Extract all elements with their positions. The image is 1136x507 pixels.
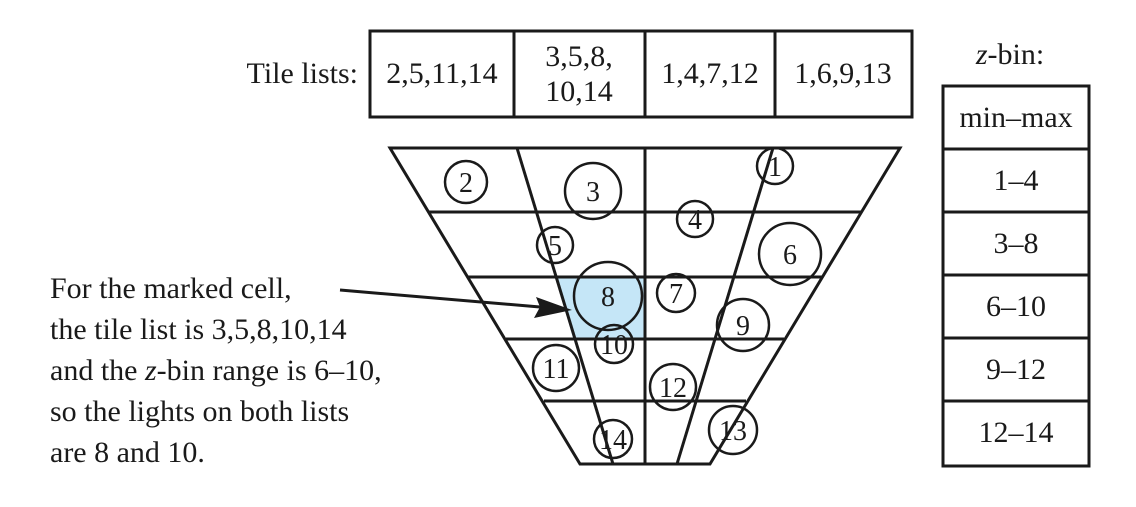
light-11-circle bbox=[531, 343, 581, 393]
light-3-circle bbox=[563, 161, 623, 221]
light-3-label: 3 bbox=[586, 177, 600, 208]
tile-boundary-line bbox=[515, 147, 615, 465]
annotation-line-4: so the lights on both lists bbox=[50, 395, 349, 428]
light-12-label: 12 bbox=[659, 373, 687, 404]
light-9-circle bbox=[715, 297, 771, 353]
light-8-label: 8 bbox=[601, 282, 615, 313]
annotation-text: For the marked cell, the tile list is 3,… bbox=[50, 272, 382, 469]
tile-lists-box bbox=[368, 29, 914, 119]
light-10-label: 10 bbox=[600, 330, 628, 361]
light-11-label: 11 bbox=[543, 354, 570, 385]
light-5-label: 5 bbox=[548, 231, 562, 262]
zbin-range-2: 3–8 bbox=[994, 227, 1039, 260]
light-13-label: 13 bbox=[719, 416, 747, 447]
light-4-label: 4 bbox=[688, 205, 702, 236]
annotation-line-2: the tile list is 3,5,8,10,14 bbox=[50, 313, 347, 346]
arrow-head bbox=[534, 297, 572, 318]
zbin-label: z-bin: bbox=[975, 38, 1044, 71]
light-8-circle bbox=[572, 260, 644, 332]
frustum-outline bbox=[387, 146, 903, 466]
light-7-label: 7 bbox=[669, 279, 683, 310]
light-5-circle bbox=[535, 225, 575, 265]
light-4-circle bbox=[675, 199, 715, 239]
light-6-circle bbox=[757, 221, 823, 287]
light-2-label: 2 bbox=[459, 168, 473, 199]
marked-cell-highlight bbox=[557, 277, 645, 339]
light-6-label: 6 bbox=[783, 240, 797, 271]
annotation-arrow bbox=[339, 288, 572, 318]
light-14-label: 14 bbox=[599, 425, 627, 456]
light-1-circle bbox=[755, 146, 795, 186]
light-13-circle bbox=[707, 404, 759, 456]
tile-lists-label: Tile lists: bbox=[247, 57, 358, 90]
tile-list-cell-1: 2,5,11,14 bbox=[386, 57, 497, 90]
light-10-circle bbox=[593, 323, 635, 365]
tile-list-cell-3: 1,4,7,12 bbox=[661, 57, 759, 90]
annotation-line-5: are 8 and 10. bbox=[50, 436, 205, 469]
zbin-range-3: 6–10 bbox=[986, 290, 1046, 323]
tile-list-cell-2-line-1: 3,5,8, bbox=[545, 40, 613, 73]
zbin-range-1: 1–4 bbox=[994, 164, 1039, 197]
lights-group: 1 2 3 4 5 6 7 8 9 10 11 12 13 14 bbox=[443, 146, 823, 460]
zbin-group: z-bin: min–max 1–4 3–8 6–10 9–12 12–14 bbox=[941, 38, 1091, 468]
zbin-header: min–max bbox=[959, 101, 1072, 134]
tile-lists-group: Tile lists: 2,5,11,14 3,5,8, 10,14 1,4,7… bbox=[247, 29, 914, 119]
light-2-circle bbox=[443, 159, 489, 205]
light-14-circle bbox=[592, 418, 634, 460]
light-1-label: 1 bbox=[768, 152, 782, 183]
light-9-label: 9 bbox=[736, 311, 750, 342]
light-12-circle bbox=[648, 362, 698, 412]
annotation-line-1: For the marked cell, bbox=[50, 272, 292, 305]
arrow-shaft bbox=[339, 288, 541, 309]
tile-list-cell-2-line-2: 10,14 bbox=[545, 75, 613, 108]
frustum bbox=[387, 146, 903, 466]
tile-list-cell-4: 1,6,9,13 bbox=[794, 57, 892, 90]
zbin-range-5: 12–14 bbox=[979, 416, 1054, 449]
annotation-line-3: and the z-bin range is 6–10, bbox=[50, 354, 382, 387]
zbin-range-4: 9–12 bbox=[986, 353, 1046, 386]
light-7-circle bbox=[655, 272, 697, 314]
